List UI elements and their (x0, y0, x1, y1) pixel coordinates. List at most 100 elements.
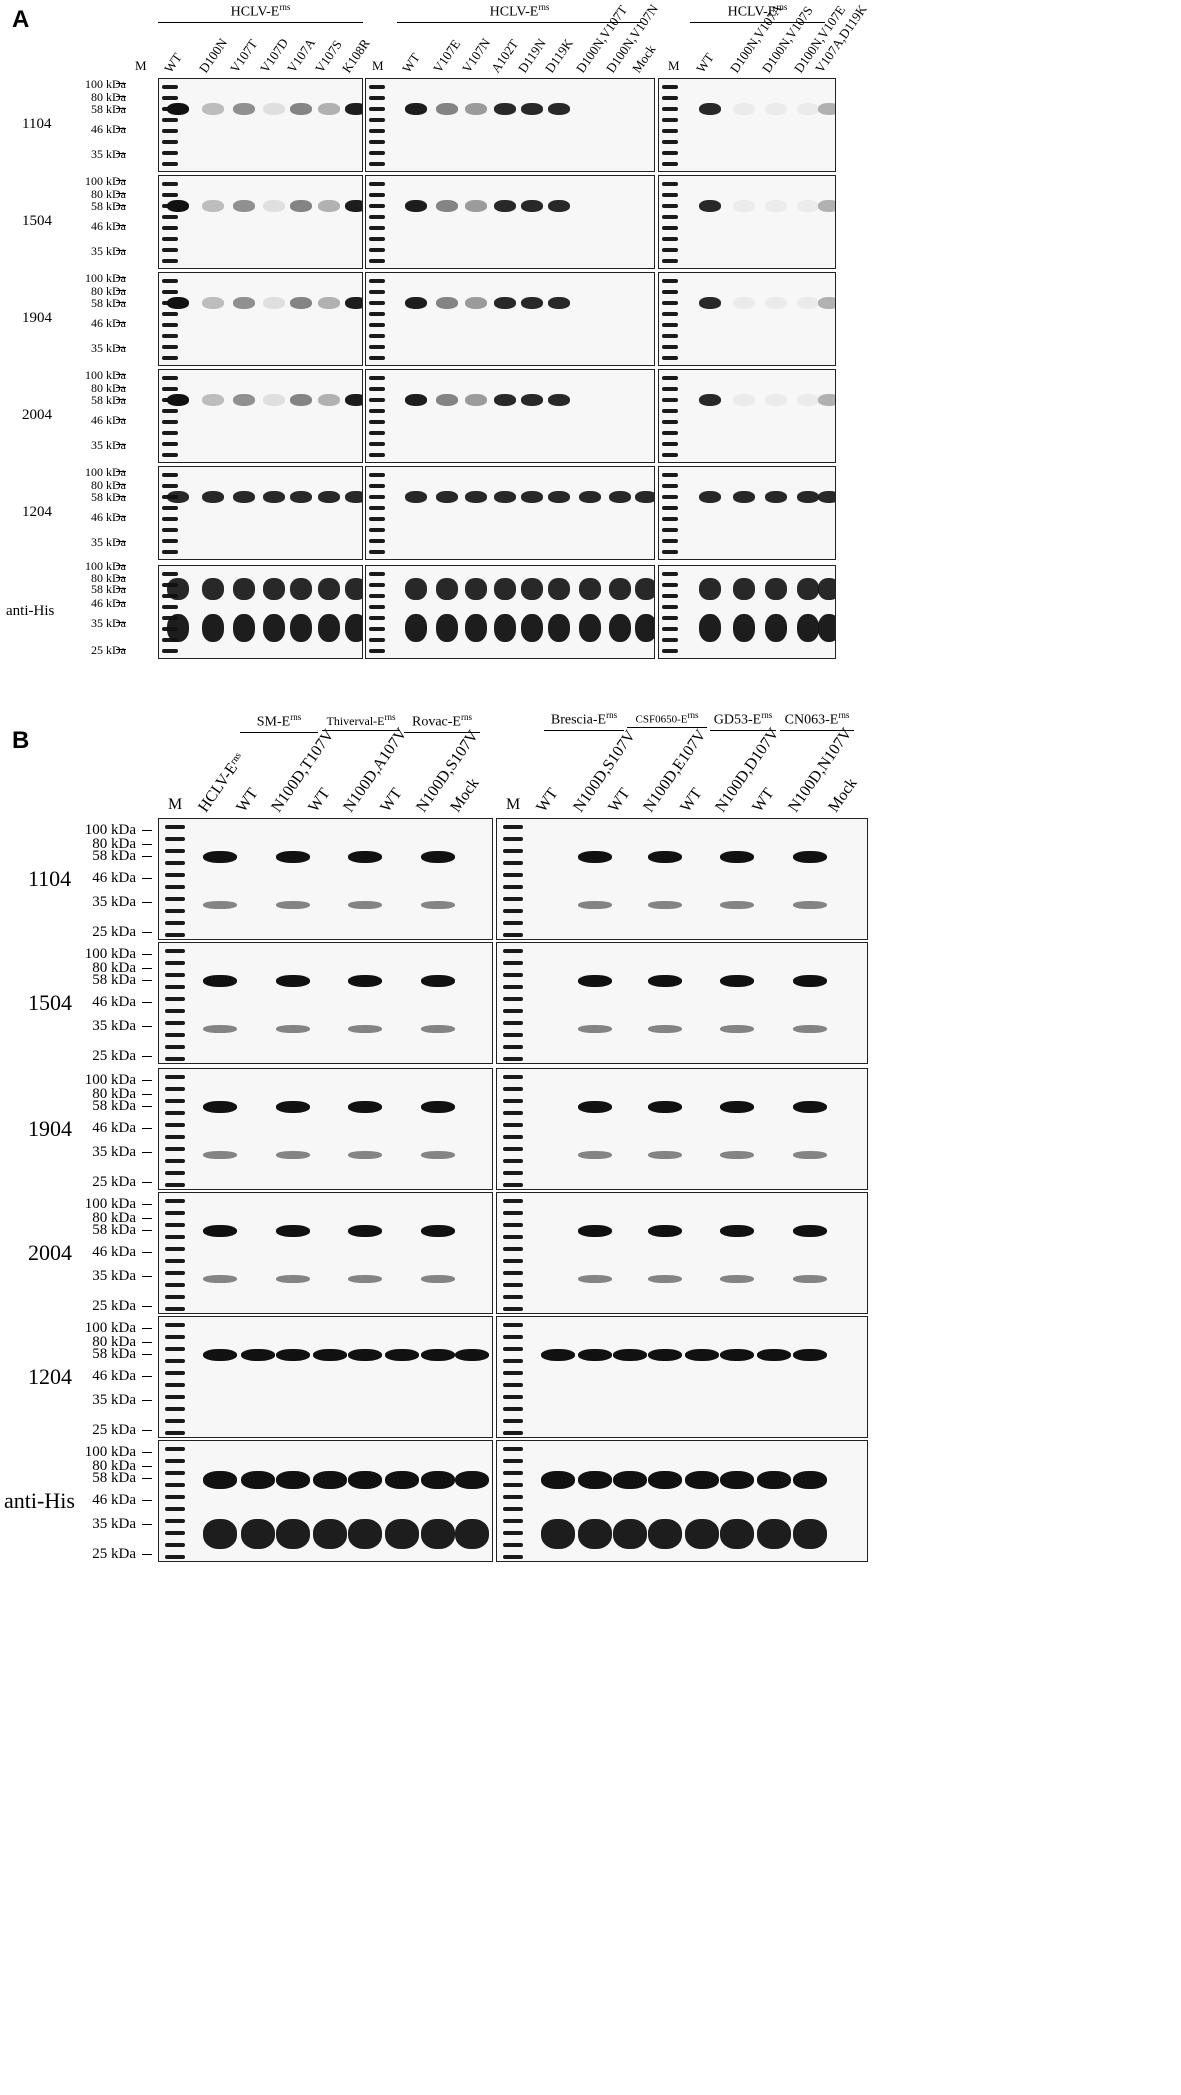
lane-label: K108R (338, 36, 373, 76)
protein-band-lower (241, 1519, 275, 1549)
marker-label: 100 kDa (85, 174, 126, 188)
ladder-band (162, 259, 178, 263)
marker-arrow (142, 1466, 152, 1467)
group-superscript: rns (606, 710, 618, 720)
ladder-band (165, 1045, 185, 1049)
ladder-band (369, 409, 385, 413)
protein-band (465, 200, 487, 212)
ladder-band (503, 1283, 523, 1287)
protein-band (436, 200, 458, 212)
ladder-band (165, 1159, 185, 1163)
protein-band (765, 394, 787, 406)
protein-band (699, 200, 721, 212)
protein-band (797, 297, 819, 309)
marker-label: 80 kDa (92, 836, 136, 852)
marker-arrow (116, 225, 126, 226)
protein-band (613, 1349, 647, 1361)
protein-band (521, 200, 543, 212)
protein-band (421, 851, 455, 863)
marker-arrow (142, 1056, 152, 1057)
marker-arrow (116, 374, 126, 375)
protein-band (793, 851, 827, 863)
row-label: 1904 (22, 310, 52, 326)
ladder-band (503, 1147, 523, 1151)
protein-band (318, 200, 340, 212)
group-name: HCLV-E (727, 4, 777, 20)
marker-label: 25 kDa (92, 1422, 136, 1438)
ladder-band (662, 129, 678, 133)
protein-band-lower (720, 1151, 754, 1159)
marker-label: 100 kDa (85, 465, 126, 479)
ladder-band (369, 107, 385, 111)
ladder-band (369, 550, 385, 554)
ladder-band (369, 398, 385, 402)
protein-band (167, 491, 189, 503)
ladder-band (369, 129, 385, 133)
marker-label: 80 kDa (91, 571, 126, 585)
ladder-band (662, 517, 678, 521)
protein-band-lower (348, 1151, 382, 1159)
ladder-band (162, 345, 178, 349)
marker-label: 35 kDa (91, 341, 126, 355)
ladder-band (165, 1033, 185, 1037)
ladder-band (162, 539, 178, 543)
protein-band (233, 491, 255, 503)
lane-label: Mock (825, 775, 861, 816)
protein-band (203, 1225, 237, 1237)
protein-band (521, 297, 543, 309)
blot-panel (158, 369, 363, 463)
protein-band-lower (203, 901, 237, 909)
ladder-band (369, 473, 385, 477)
ladder-band (662, 638, 678, 642)
protein-band (465, 297, 487, 309)
ladder-band (165, 985, 185, 989)
protein-band (494, 578, 516, 600)
marker-label: 100 kDa (84, 1196, 136, 1212)
ladder-band (165, 1307, 185, 1311)
ladder-band (165, 1323, 185, 1327)
ladder-band (369, 605, 385, 609)
protein-band (548, 394, 570, 406)
ladder-band (503, 985, 523, 989)
blot-panel (365, 369, 655, 463)
blot-panel (158, 1316, 493, 1438)
protein-band-lower (765, 614, 787, 642)
ladder-band (165, 885, 185, 889)
ladder-band (662, 484, 678, 488)
ladder-band (503, 897, 523, 901)
group-superscript: rns (279, 2, 291, 12)
lane-label: D100N (195, 35, 231, 76)
ladder-band (503, 837, 523, 841)
protein-band (465, 103, 487, 115)
marker-arrow (142, 1106, 152, 1107)
ladder-band (369, 616, 385, 620)
protein-band (521, 578, 543, 600)
protein-band (345, 578, 362, 600)
ladder-band (369, 204, 385, 208)
ladder-band (662, 237, 678, 241)
marker-arrow (116, 290, 126, 291)
blot-panel (658, 466, 836, 560)
group-underline (780, 730, 854, 731)
ladder-band (165, 1235, 185, 1239)
protein-band (345, 394, 362, 406)
protein-band (348, 975, 382, 987)
ladder-band (165, 1543, 185, 1547)
protein-band (648, 851, 682, 863)
ladder-band (662, 356, 678, 360)
protein-band-lower (757, 1519, 791, 1549)
marker-label: 46 kDa (92, 1120, 136, 1136)
protein-band (793, 1101, 827, 1113)
protein-band-lower (203, 1025, 237, 1033)
ladder-band (662, 473, 678, 477)
ladder-band (165, 1183, 185, 1187)
blot-panel (658, 369, 836, 463)
blot-panel (158, 565, 363, 659)
ladder-band (165, 1259, 185, 1263)
ladder-band (165, 1295, 185, 1299)
protein-band-lower (793, 1519, 827, 1549)
protein-band (648, 1225, 682, 1237)
ladder-band (162, 376, 178, 380)
marker-arrow (142, 1478, 152, 1479)
protein-band (635, 578, 654, 600)
